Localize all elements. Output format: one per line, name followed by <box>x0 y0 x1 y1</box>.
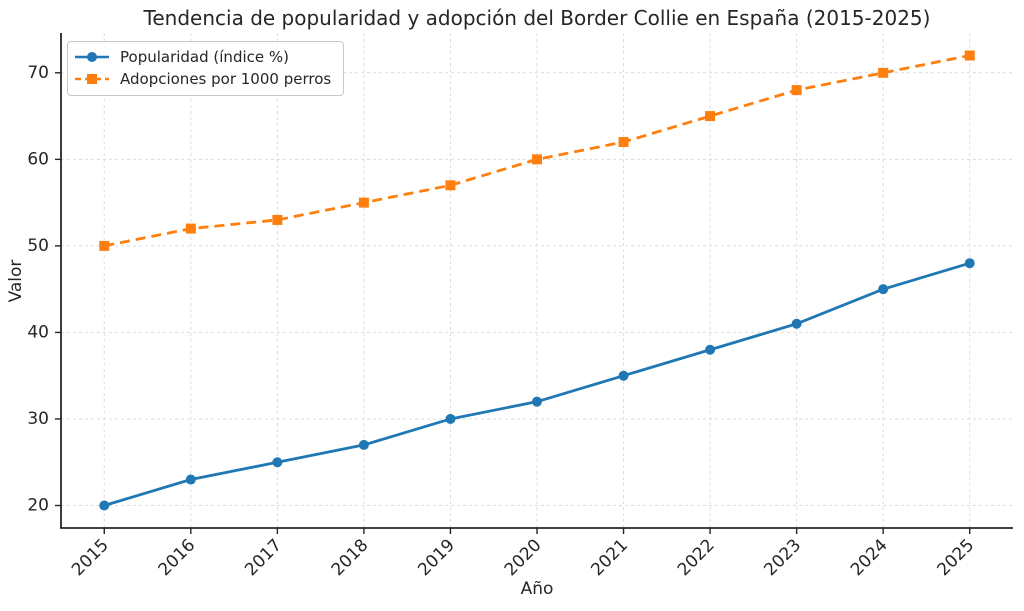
legend: Popularidad (índice %) Adopciones por 10… <box>67 41 345 96</box>
dashed-line-square-marker-icon <box>75 74 109 84</box>
legend-item-popularidad: Popularidad (índice %) <box>74 47 331 67</box>
data-point-circle <box>445 413 456 424</box>
data-point-circle <box>272 457 283 468</box>
data-point-square <box>99 240 110 251</box>
data-point-circle <box>878 284 889 295</box>
y-tick-label: 60 <box>27 149 49 169</box>
legend-item-adopciones: Adopciones por 1000 perros <box>74 69 331 89</box>
y-tick-label: 50 <box>27 236 49 256</box>
x-tick-label: 2017 <box>241 535 286 580</box>
data-point-circle <box>964 258 975 269</box>
legend-label-popularidad: Popularidad (índice %) <box>120 48 289 66</box>
data-point-circle <box>705 344 716 355</box>
x-tick-label: 2022 <box>674 535 719 580</box>
data-point-circle <box>791 318 802 329</box>
data-point-square <box>705 111 716 122</box>
data-point-square <box>445 180 456 191</box>
data-point-circle <box>358 439 369 450</box>
x-tick-label: 2015 <box>68 535 113 580</box>
line-circle-marker-icon <box>75 52 109 62</box>
data-point-square <box>964 50 975 61</box>
x-tick-label: 2016 <box>155 535 200 580</box>
series-line <box>103 54 971 248</box>
x-tick-label: 2021 <box>587 535 632 580</box>
data-point-square <box>185 223 196 234</box>
x-tick-label: 2018 <box>328 535 373 580</box>
data-point-square <box>618 137 629 148</box>
data-point-circle <box>618 370 629 381</box>
y-tick-label: 70 <box>27 63 49 83</box>
y-tick-label: 20 <box>27 496 49 516</box>
y-tick-label: 30 <box>27 409 49 429</box>
data-point-square <box>358 197 369 208</box>
legend-label-adopciones: Adopciones por 1000 perros <box>120 70 332 88</box>
data-point-circle <box>532 396 542 407</box>
y-axis-label: Valor <box>6 259 26 303</box>
data-point-square <box>878 67 889 78</box>
x-tick-label: 2020 <box>501 535 546 580</box>
data-point-square <box>532 154 542 165</box>
data-point-circle <box>99 500 110 511</box>
x-tick-label: 2023 <box>760 535 805 580</box>
x-axis-label: Año <box>520 579 554 599</box>
x-tick-label: 2024 <box>847 535 892 580</box>
x-tick-label: 2025 <box>934 535 979 580</box>
data-point-square <box>272 214 283 225</box>
data-point-square <box>791 85 802 96</box>
x-tick-label: 2019 <box>414 535 459 580</box>
data-point-circle <box>185 474 196 485</box>
chart-title: Tendencia de popularidad y adopción del … <box>143 6 931 30</box>
y-tick-label: 40 <box>27 322 49 342</box>
